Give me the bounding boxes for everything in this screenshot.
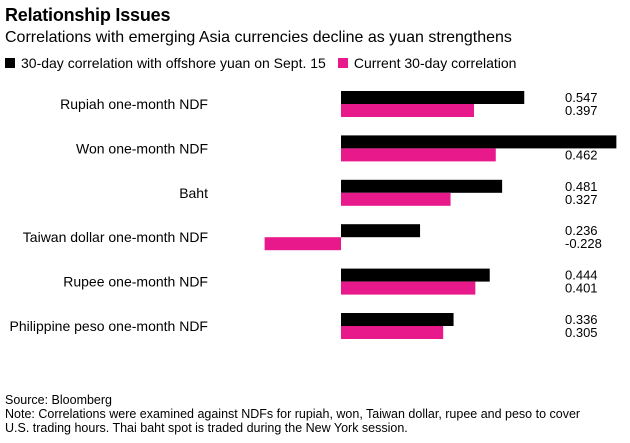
legend: 30-day correlation with offshore yuan on… <box>5 55 528 71</box>
legend-swatch-black <box>5 58 15 68</box>
bar-sept15 <box>341 313 454 326</box>
legend-swatch-pink <box>337 58 348 68</box>
bar-sept15 <box>341 91 525 104</box>
value-label-current: 0.462 <box>565 147 598 162</box>
note-text-line1: Note: Correlations were examined against… <box>5 407 581 421</box>
bar-current <box>341 281 476 295</box>
legend-label-sept15: 30-day correlation with offshore yuan on… <box>21 55 326 71</box>
legend-label-current: Current 30-day correlation <box>353 55 517 71</box>
category-label: Baht <box>179 185 208 201</box>
bar-sept15 <box>341 135 617 149</box>
bar-sept15 <box>341 179 503 193</box>
value-label-sept15: 0.444 <box>565 268 598 283</box>
bar-current <box>341 148 496 162</box>
value-label-current: 0.305 <box>565 325 598 340</box>
category-label: Rupiah one-month NDF <box>60 96 208 112</box>
bar-current <box>341 104 474 117</box>
category-label: Rupee one-month NDF <box>63 274 208 290</box>
chart-subtitle: Correlations with emerging Asia currenci… <box>5 29 512 46</box>
source-text: Source: Bloomberg <box>5 393 113 407</box>
bar-current <box>341 326 444 339</box>
value-label-sept15: 0.481 <box>565 179 598 194</box>
value-label-current: 0.397 <box>565 103 598 118</box>
bar-sept15 <box>341 224 421 238</box>
value-label-sept15: 0.547 <box>565 90 598 105</box>
footer: Source: Bloomberg Note: Correlations wer… <box>5 393 627 435</box>
legend-item-current: Current 30-day correlation <box>337 55 517 71</box>
bar-current <box>264 237 341 251</box>
note-text-line2: U.S. trading hours. Thai baht spot is tr… <box>5 421 408 435</box>
bar-current <box>341 192 451 206</box>
category-label: Won one-month NDF <box>76 140 208 156</box>
category-label: Philippine peso one-month NDF <box>10 318 208 334</box>
value-label-current: -0.228 <box>565 236 602 251</box>
value-label-current: 0.327 <box>565 192 598 207</box>
bar-sept15 <box>341 268 490 282</box>
chart-title: Relationship Issues <box>5 5 171 25</box>
value-label-current: 0.401 <box>565 281 598 296</box>
legend-item-sept15: 30-day correlation with offshore yuan on… <box>5 55 326 71</box>
value-label-sept15: 0.236 <box>565 223 598 238</box>
value-label-sept15: 0.336 <box>565 312 598 327</box>
category-label: Taiwan dollar one-month NDF <box>23 229 208 245</box>
